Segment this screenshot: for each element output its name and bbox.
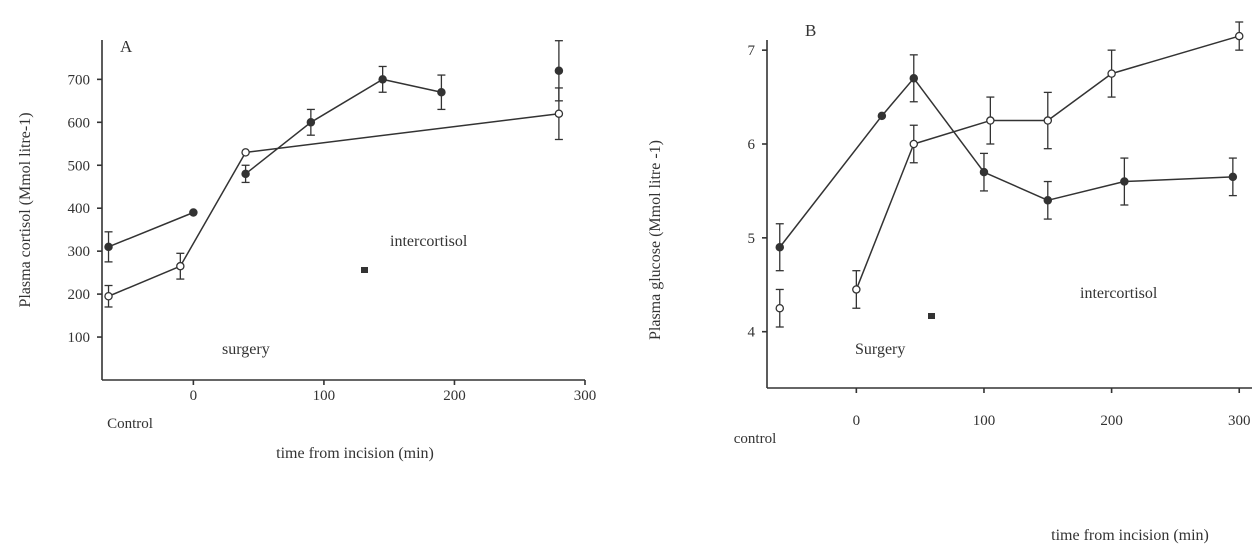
series-filled-line bbox=[382, 78, 442, 93]
surgery-annotation: Surgery bbox=[855, 341, 905, 358]
surgery-annotation: surgery bbox=[222, 341, 270, 358]
y-axis-label: Plasma glucose (Mmol litre -1) bbox=[647, 140, 664, 340]
series-open-line bbox=[855, 143, 915, 290]
data-point-filled bbox=[877, 111, 887, 121]
data-point-open bbox=[852, 285, 861, 294]
x-tick-label: 100 bbox=[973, 413, 996, 429]
x-control-label: control bbox=[734, 431, 777, 447]
panel-letter: A bbox=[120, 37, 133, 56]
y-tick-label: 7 bbox=[748, 43, 756, 59]
x-tick-label: 100 bbox=[313, 388, 336, 404]
data-point-filled bbox=[1228, 172, 1238, 182]
series-open-line bbox=[913, 119, 991, 145]
x-tick-label: 0 bbox=[853, 413, 861, 429]
data-point-open bbox=[554, 109, 564, 118]
panel-b-glucose-chart: B 4 5 6 7 0 100 200 300 control Plasma glucose (Mm… bbox=[647, 21, 1252, 544]
panel-a-cortisol-chart: A 100 200 300 400 500 600 700 0 100 200 300 Control P… bbox=[17, 37, 597, 462]
legend-marker bbox=[928, 313, 935, 319]
y-tick-label: 500 bbox=[68, 158, 91, 174]
data-point-open bbox=[1234, 31, 1244, 41]
data-point-filled bbox=[1120, 177, 1129, 186]
series-open-line bbox=[108, 265, 181, 297]
x-tick-label: 300 bbox=[574, 388, 597, 404]
y-axis-label: Plasma cortisol (Mmol litre-1) bbox=[17, 112, 34, 307]
y-tick-label: 200 bbox=[68, 287, 91, 303]
series-filled-line bbox=[310, 78, 384, 123]
data-point-open bbox=[1043, 116, 1053, 125]
data-point-open bbox=[909, 139, 919, 149]
x-tick-label: 0 bbox=[190, 388, 198, 404]
x-tick-label: 300 bbox=[1228, 413, 1251, 429]
series-open-line bbox=[1111, 35, 1240, 75]
y-tick-label: 600 bbox=[68, 115, 91, 131]
legend-label: intercortisol bbox=[390, 233, 468, 250]
x-control-label: Control bbox=[107, 416, 153, 432]
data-point-filled bbox=[104, 242, 113, 252]
data-point-open bbox=[986, 116, 995, 125]
panel-letter: B bbox=[805, 21, 816, 40]
y-tick-label: 6 bbox=[748, 137, 756, 153]
data-point-filled bbox=[979, 167, 989, 177]
y-tick-label: 100 bbox=[68, 330, 91, 346]
data-point-filled bbox=[909, 74, 919, 83]
y-tick-label: 400 bbox=[68, 201, 91, 217]
data-point-open bbox=[176, 261, 185, 271]
x-tick-label: 200 bbox=[443, 388, 466, 404]
data-point-filled bbox=[378, 75, 387, 84]
series-filled-line bbox=[913, 77, 985, 173]
series-filled-line bbox=[1124, 176, 1233, 183]
legend-marker bbox=[361, 267, 368, 273]
data-point-open bbox=[775, 303, 785, 313]
series-open-line bbox=[179, 151, 247, 267]
y-tick-label: 700 bbox=[68, 72, 91, 88]
data-point-filled bbox=[241, 169, 250, 179]
y-tick-label: 4 bbox=[748, 325, 756, 341]
data-point-open bbox=[241, 148, 250, 157]
series-open-line bbox=[1047, 73, 1113, 122]
data-point-filled bbox=[306, 118, 316, 127]
legend-label: intercortisol bbox=[1080, 285, 1158, 302]
data-point-filled bbox=[1043, 196, 1053, 205]
y-tick-label: 5 bbox=[748, 231, 756, 247]
data-point-filled bbox=[437, 87, 446, 97]
series-filled-line bbox=[1047, 180, 1125, 202]
data-point-filled bbox=[189, 208, 198, 217]
x-tick-label: 200 bbox=[1100, 413, 1123, 429]
y-tick-label: 300 bbox=[68, 244, 91, 260]
series-filled-line bbox=[881, 77, 915, 117]
data-point-open bbox=[1107, 69, 1116, 78]
x-axis-label: time from incision (min) bbox=[1051, 527, 1209, 544]
x-axis-label: time from incision (min) bbox=[276, 445, 434, 462]
series-filled-line bbox=[108, 211, 194, 248]
series-open-line bbox=[245, 112, 559, 154]
data-point-filled bbox=[775, 242, 785, 252]
series-filled-line bbox=[779, 115, 883, 248]
series-filled-line bbox=[983, 171, 1049, 201]
data-point-open bbox=[104, 291, 113, 301]
data-point-filled bbox=[554, 66, 564, 76]
